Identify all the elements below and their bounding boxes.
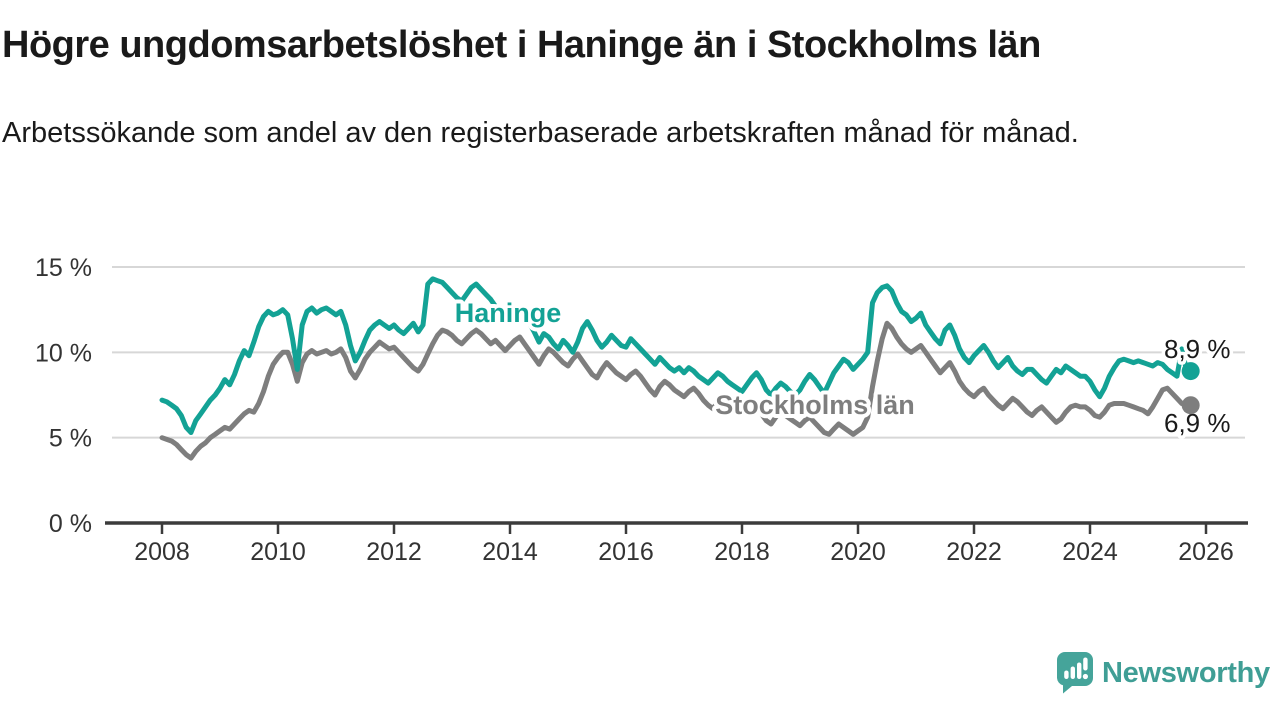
y-tick-label-0: 0 % bbox=[49, 510, 92, 538]
newsworthy-logo-text: Newsworthy bbox=[1102, 656, 1270, 689]
x-tick-label-2018: 2018 bbox=[714, 538, 770, 566]
x-tick-label-2024: 2024 bbox=[1062, 538, 1118, 566]
end-dot-stockholms-län bbox=[1181, 396, 1200, 415]
line-stockholms-län bbox=[159, 320, 1190, 461]
line-haninge bbox=[159, 276, 1190, 435]
newsworthy-logo[interactable]: Newsworthy bbox=[1056, 650, 1270, 696]
end-dot-haninge bbox=[1181, 362, 1200, 381]
x-tick-label-2026: 2026 bbox=[1178, 538, 1234, 566]
end-value-label-haninge: 8,9 % bbox=[1164, 334, 1231, 364]
x-tick-label-2014: 2014 bbox=[482, 538, 538, 566]
series-label-stockholms-län: Stockholms län bbox=[715, 390, 915, 420]
x-tick-label-2016: 2016 bbox=[598, 538, 654, 566]
page-subtitle: Arbetssökande som andel av den registerb… bbox=[2, 117, 1079, 149]
y-tick-label-15: 15 % bbox=[35, 254, 92, 282]
x-tick-label-2010: 2010 bbox=[250, 538, 306, 566]
unemployment-line-chart: 0 % 5 % 10 % 15 % 2008 2010 2012 2014 2016 2018 20… bbox=[35, 254, 1248, 566]
page-title: Högre ungdomsarbetslöshet i Haninge än i… bbox=[2, 24, 1041, 66]
x-tick-label-2020: 2020 bbox=[830, 538, 886, 566]
x-tick-label-2022: 2022 bbox=[946, 538, 1002, 566]
newsworthy-logo-icon bbox=[1057, 652, 1093, 694]
end-value-label-stockholms-län: 6,9 % bbox=[1164, 408, 1231, 438]
x-tick-label-2012: 2012 bbox=[366, 538, 422, 566]
y-tick-label-10: 10 % bbox=[35, 339, 92, 367]
x-tick-label-2008: 2008 bbox=[134, 538, 190, 566]
y-tick-label-5: 5 % bbox=[49, 425, 92, 453]
series-label-haninge: Haninge bbox=[455, 298, 562, 328]
